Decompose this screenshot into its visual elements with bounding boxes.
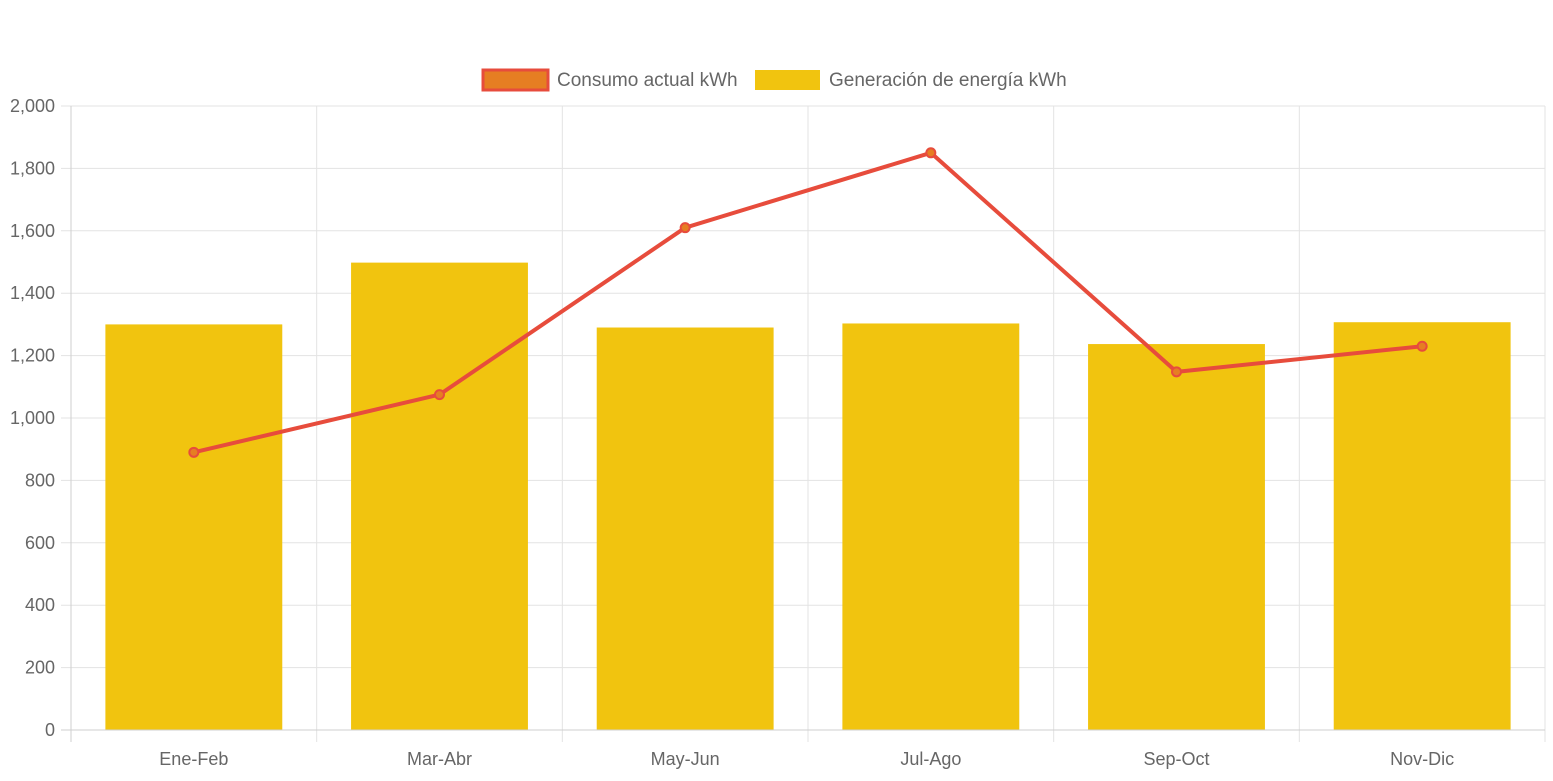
x-tick-label: Ene-Feb bbox=[159, 749, 228, 769]
bar-generacion[interactable] bbox=[105, 324, 283, 730]
y-tick-label: 1,800 bbox=[10, 158, 55, 178]
y-tick-label: 0 bbox=[45, 720, 55, 740]
grid-lines bbox=[61, 105, 1546, 742]
x-tick-label: Sep-Oct bbox=[1143, 749, 1209, 769]
x-tick-label: May-Jun bbox=[651, 749, 720, 769]
bar-generacion[interactable] bbox=[1333, 322, 1511, 730]
y-tick-label: 400 bbox=[25, 595, 55, 615]
legend[interactable]: Consumo actual kWh Generación de energía… bbox=[481, 68, 1067, 92]
legend-swatch-generacion bbox=[755, 70, 820, 90]
line-consumo bbox=[193, 150, 1423, 455]
bar-series bbox=[105, 262, 1511, 730]
bar-generacion[interactable] bbox=[351, 262, 528, 730]
x-tick-label: Mar-Abr bbox=[407, 749, 472, 769]
y-tick-label: 800 bbox=[25, 470, 55, 490]
legend-label-generacion: Generación de energía kWh bbox=[829, 70, 1067, 91]
point-consumo[interactable] bbox=[925, 147, 937, 159]
y-tick-label: 200 bbox=[25, 658, 55, 678]
legend-item-generacion[interactable]: Generación de energía kWh bbox=[755, 70, 1067, 91]
axes: 0 200 400 600 800 1,000 1,200 1,400 1,600 1,800 2,… bbox=[10, 96, 1545, 769]
point-consumo[interactable] bbox=[1171, 366, 1182, 378]
bar-generacion[interactable] bbox=[842, 323, 1020, 730]
y-tick-label: 1,000 bbox=[10, 408, 55, 428]
point-consumo[interactable] bbox=[1416, 340, 1428, 352]
x-tick-label: Jul-Ago bbox=[900, 749, 961, 769]
x-tick-label: Nov-Dic bbox=[1390, 749, 1454, 769]
legend-swatch-consumo bbox=[481, 68, 550, 92]
y-tick-label: 1,400 bbox=[10, 283, 55, 303]
y-tick-label: 600 bbox=[25, 533, 55, 553]
line-series bbox=[188, 147, 1428, 458]
y-tick-label: 1,200 bbox=[10, 346, 55, 366]
bar-generacion[interactable] bbox=[596, 327, 774, 730]
bar-generacion[interactable] bbox=[1088, 344, 1265, 730]
legend-label-consumo: Consumo actual kWh bbox=[557, 70, 738, 91]
point-consumo[interactable] bbox=[188, 446, 200, 458]
legend-item-consumo[interactable]: Consumo actual kWh bbox=[481, 68, 738, 92]
point-consumo[interactable] bbox=[679, 222, 691, 234]
point-consumo[interactable] bbox=[434, 389, 445, 401]
y-tick-label: 1,600 bbox=[10, 221, 55, 241]
y-tick-label: 2,000 bbox=[10, 96, 55, 116]
